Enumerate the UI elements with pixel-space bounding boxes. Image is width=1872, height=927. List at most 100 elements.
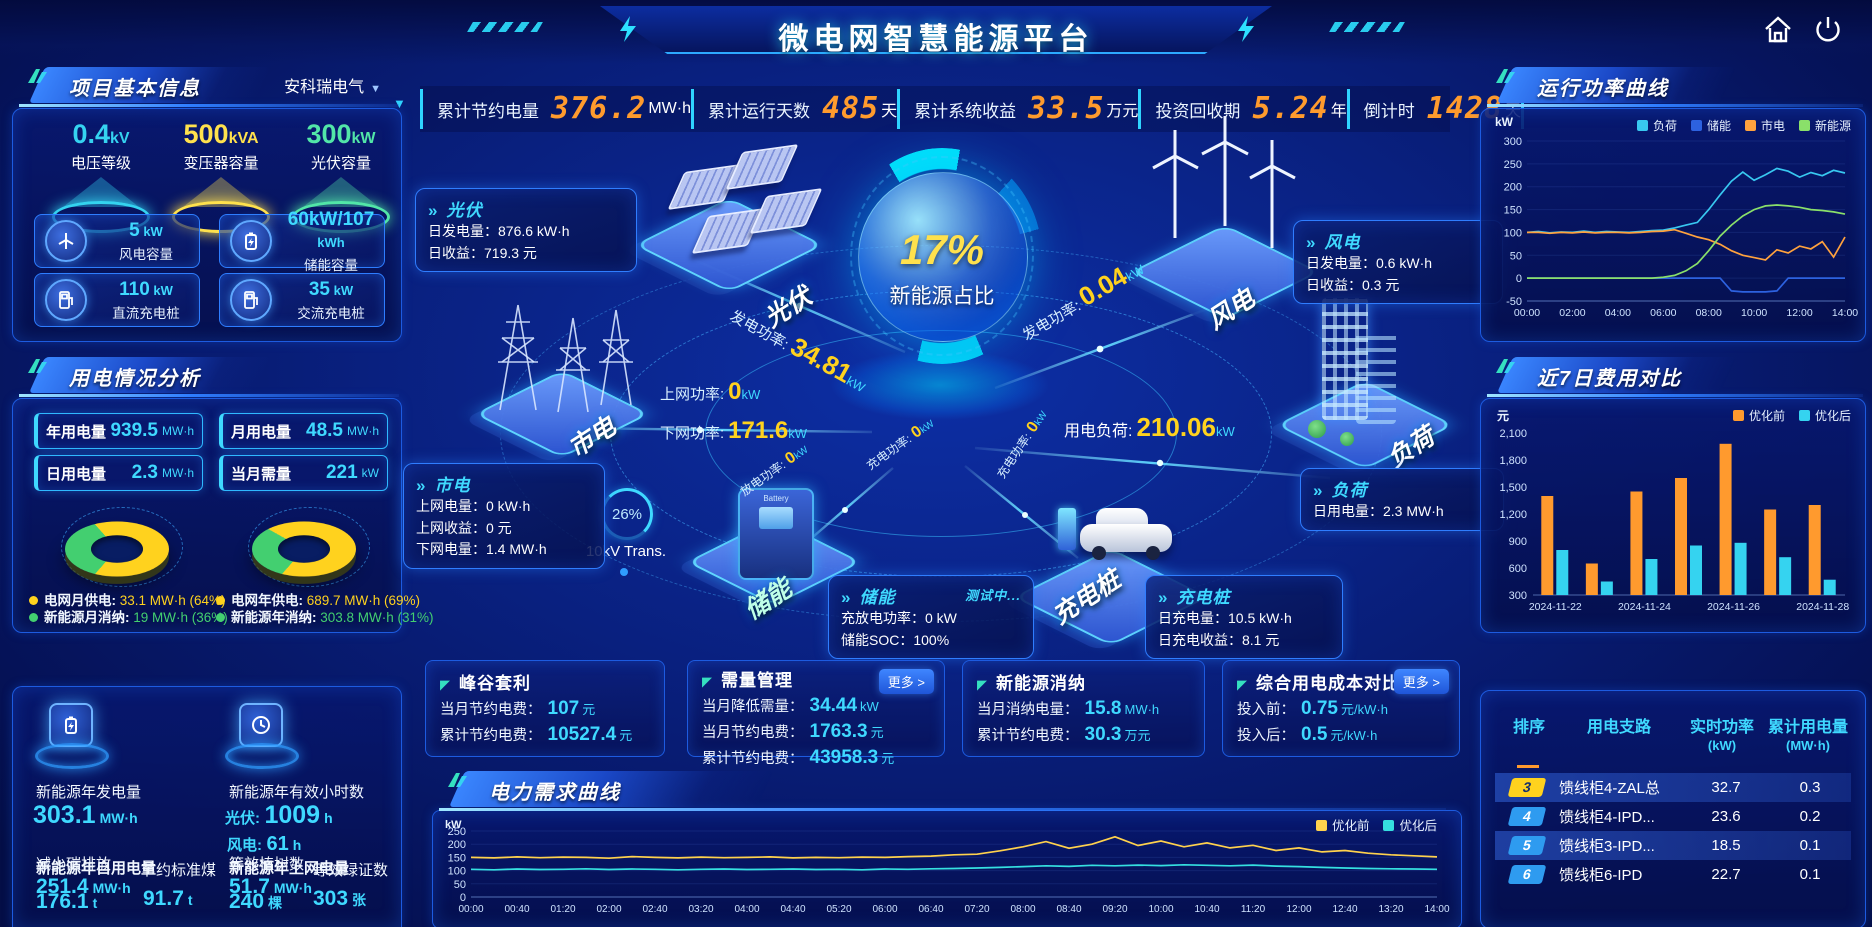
branch-power: 18.5 <box>1711 837 1741 854</box>
branch-energy: 0.1 <box>1799 866 1821 883</box>
flow-label: 用电负荷: 210.06kW <box>1064 412 1235 443</box>
info-box-title: » 光伏 <box>428 201 483 220</box>
cost-compare-legend[interactable]: 优化前 优化后 <box>1732 407 1851 424</box>
legend-item[interactable]: 优化后 <box>1798 407 1851 424</box>
column-header: 实时功率 (kW) <box>1689 719 1754 753</box>
svg-text:09:20: 09:20 <box>1102 904 1127 915</box>
more-button[interactable]: 更多 > <box>878 669 934 694</box>
svg-text:100: 100 <box>1504 227 1522 239</box>
cone-label: 电压等级 <box>70 155 131 172</box>
core-sphere: 17% 新能源占比 <box>842 148 1042 364</box>
table-row[interactable]: 5 馈线柜3-IPD... 18.5 0.1 <box>1495 831 1851 860</box>
pill-label: 日用电量 <box>46 465 107 483</box>
legend-item[interactable]: 储能 <box>1690 117 1731 134</box>
rank-badge: 3 <box>1507 778 1547 797</box>
transformer-label: 10kV Trans. <box>585 543 667 560</box>
svg-text:00:00: 00:00 <box>1514 307 1540 319</box>
svg-text:2,100: 2,100 <box>1499 428 1527 440</box>
transformer-load-gauge: 26% <box>601 488 653 540</box>
flow-unit: kW <box>788 426 808 441</box>
cost-compare-panel: 近7日费用对比 优化前 优化后 元 2,100 1,800 1,500 1,200 900… <box>1480 357 1866 633</box>
rank-badge: 6 <box>1507 865 1547 884</box>
svg-text:03:20: 03:20 <box>688 904 713 915</box>
info-box-row: 日充电收益：8.1 元 <box>1158 631 1280 648</box>
svg-text:04:00: 04:00 <box>1605 307 1631 319</box>
legend-item[interactable]: 新能源 <box>1798 117 1851 134</box>
benefit-value: 303 张 <box>313 887 367 910</box>
status-text: 测试中... <box>965 588 1021 603</box>
info-box-row: 日发电量：0.6 kW·h <box>1306 255 1433 271</box>
title-plate <box>600 6 1272 54</box>
strategy-row: 投入后： 0.5 元/kW·h <box>1237 724 1378 745</box>
power-curve-chart: 300 250 200 150 100 50 0 -50 00:00 02:00 04:00 06:0… <box>1481 109 1865 342</box>
legend-item[interactable]: 优化前 <box>1315 815 1369 834</box>
svg-text:0: 0 <box>460 892 466 904</box>
svg-text:06:00: 06:00 <box>1650 307 1676 319</box>
home-icon[interactable] <box>1762 14 1794 46</box>
strategy-row: 累计节约电费： 10527.4 元 <box>440 724 633 745</box>
flow-label: 下网功率: 171.6kW <box>660 417 807 445</box>
svg-text:12:00: 12:00 <box>1786 307 1812 319</box>
legend-item[interactable]: 负荷 <box>1636 117 1677 134</box>
flow-label: 上网功率: 0kW <box>660 378 760 406</box>
benefit-label: 新能源年有效小时数 <box>229 784 365 801</box>
svg-text:600: 600 <box>1509 563 1527 575</box>
load-info-box: » 负荷 日用电量：2.3 MW·h <box>1300 468 1504 531</box>
svg-text:12:40: 12:40 <box>1332 904 1357 915</box>
info-box-row: 日用电量：2.3 MW·h <box>1313 503 1444 519</box>
benefit-label: 新能源年发电量 <box>36 784 142 801</box>
svg-text:13:20: 13:20 <box>1378 904 1403 915</box>
top-stat: 累计运行天数 485 天 <box>690 89 898 129</box>
table-row[interactable]: 6 馈线柜6-IPD 22.7 0.1 <box>1495 860 1851 889</box>
table-row[interactable]: 3 馈线柜4-ZAL总 32.7 0.3 <box>1495 773 1851 802</box>
battery-cabinet: Battery <box>738 488 814 580</box>
rank-badge: 5 <box>1507 836 1547 855</box>
benefit-value: 91.7 t <box>143 887 193 910</box>
bolt-icon <box>1238 16 1254 42</box>
benefit-value: 风电: 61 h <box>227 833 302 855</box>
flag-icon: ◤ <box>702 674 713 689</box>
info-box-title: » 储能 测试中... <box>841 583 1021 608</box>
ac-charger-icon <box>230 279 272 321</box>
svg-text:250: 250 <box>1504 159 1522 171</box>
usage-panel: 用电情况分析 年用电量 939.5 MW·h 月用电量 48.5 MW·h 日用电量 2.3 M… <box>12 357 434 633</box>
demand-legend[interactable]: 优化前 优化后 <box>1315 815 1437 834</box>
power-pylons <box>498 304 633 413</box>
svg-text:10:40: 10:40 <box>1194 904 1219 915</box>
benefit-value: 光伏: 1009 h <box>225 801 333 829</box>
info-box-row: 日发电量：876.6 kW·h <box>428 223 570 239</box>
donut-legend-grid: 电网年供电: 689.7 MW·h (69%) <box>216 589 420 609</box>
legend-item[interactable]: 市电 <box>1744 117 1785 134</box>
chevron-right-icon: » <box>1158 588 1169 607</box>
strategy-row: 累计节约电费： 30.3 万元 <box>977 724 1151 745</box>
stat-label: 累计节约电量 <box>437 101 539 121</box>
ranking-table-header: 排序 用电支路 实时功率 (kW) 累计用电量 (MW·h) <box>1499 713 1851 755</box>
branch-name: 馈线柜3-IPD... <box>1559 838 1655 855</box>
usage-stat-pill: 日用电量 2.3 MW·h <box>34 455 203 491</box>
stat-unit: 万元 <box>1106 103 1139 120</box>
card-value: 110 kW <box>119 278 173 300</box>
benefit-label: 等效绿证数 <box>313 862 389 879</box>
stat-label: 倒计时 <box>1363 101 1415 121</box>
svg-text:02:00: 02:00 <box>1559 307 1585 319</box>
legend-item[interactable]: 优化后 <box>1383 815 1437 834</box>
charger-post <box>1058 508 1076 550</box>
info-box-row: 下网电量：1.4 MW·h <box>416 541 547 558</box>
capacity-card: 5 kW 风电容量 <box>34 214 200 268</box>
cost-compare-header: 近7日费用对比 <box>1479 355 1864 397</box>
power-curve-legend[interactable]: 负荷 储能 市电 新能源 <box>1636 117 1851 134</box>
capacity-cone: 500kVA 变压器容量 <box>151 119 291 233</box>
strategy-title: ◤ 新能源消纳 <box>977 674 1086 693</box>
svg-text:2024-11-26: 2024-11-26 <box>1707 601 1760 613</box>
svg-text:50: 50 <box>454 879 466 891</box>
svg-text:10:00: 10:00 <box>1741 307 1767 319</box>
legend-item[interactable]: 优化前 <box>1732 407 1785 424</box>
more-button[interactable]: 更多 > <box>1393 669 1449 694</box>
svg-text:2024-11-22: 2024-11-22 <box>1529 601 1582 613</box>
stat-unit: 天 <box>881 103 898 120</box>
table-row[interactable]: 4 馈线柜4-IPD... 23.6 0.2 <box>1495 802 1851 831</box>
company-select[interactable]: 安科瑞电气 ▼ <box>284 79 381 96</box>
flow-value: 171.6 <box>728 417 789 444</box>
power-icon[interactable] <box>1812 14 1844 46</box>
